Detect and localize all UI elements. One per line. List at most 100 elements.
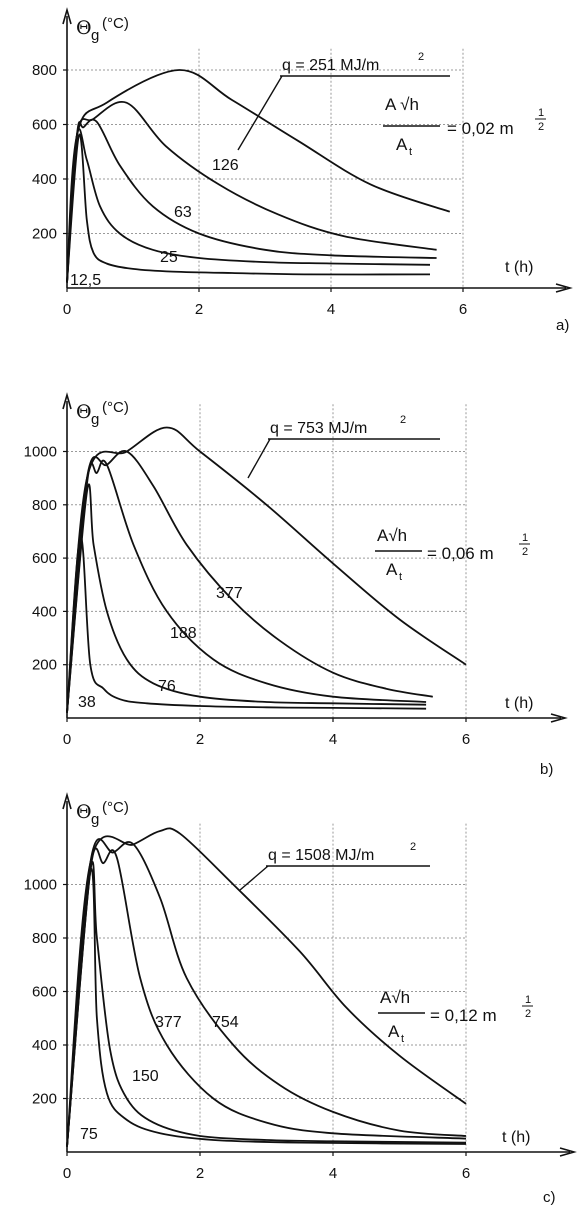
panel-b: 0 2 4 6 200 400 600 800 1000 Θ g (°C) t (h) b) q…: [24, 392, 568, 778]
panel-b-grid: [67, 404, 467, 718]
panel-b-curve-label-3: 76: [158, 678, 176, 695]
panel-b-curve-label-2: 188: [170, 625, 197, 642]
panel-b-y-tick-label-3: 800: [32, 497, 57, 514]
panel-b-series-38: [66, 535, 427, 713]
panel-c-q-exponent: 2: [410, 841, 416, 853]
panel-a-curve-label-4: 12,5: [70, 272, 101, 289]
panel-a-ratio-value: = 0,02 m: [447, 119, 514, 138]
panel-b-x-tick-label-0: 0: [63, 731, 71, 748]
panel-c-curve-label-1: 377: [155, 1014, 182, 1031]
panel-a: 0 2 4 6 200 400 600 800 Θ g (°C) t (h) a) q = 2…: [32, 7, 573, 334]
panel-c-ratio-value: = 0,12 m: [430, 1006, 497, 1025]
panel-b-ratio-exp-num: 1: [522, 532, 528, 544]
panel-a-series-126: [66, 100, 437, 283]
panel-b-y-symbol: Θ: [76, 401, 92, 423]
panel-c-q-leader: [239, 865, 269, 891]
panel-b-series-188: [66, 459, 427, 713]
panel-a-y-tick-label-0: 200: [32, 226, 57, 243]
panel-c-x-tick-label-3: 6: [462, 1165, 470, 1182]
panel-a-id: a): [556, 317, 569, 334]
panel-b-ratio-num: A√h: [377, 526, 407, 545]
panel-a-curve-label-1: 126: [212, 157, 239, 174]
panel-c-ratio-exp-den: 2: [525, 1008, 531, 1020]
panel-c-ratio-exp-num: 1: [525, 994, 531, 1006]
panel-a-x-tick-label-1: 2: [195, 301, 203, 318]
panel-b-x-tick-label-3: 6: [462, 731, 470, 748]
panel-a-y-subscript: g: [91, 27, 99, 44]
panel-c-x-tick-label-2: 4: [329, 1165, 337, 1182]
panel-a-y-arrow: [62, 7, 72, 25]
panel-a-y-unit: (°C): [102, 15, 129, 32]
panel-c-x-label: t (h): [502, 1129, 530, 1146]
panel-a-series: [66, 69, 451, 283]
panel-c-y-tick-label-4: 1000: [24, 877, 57, 894]
panel-a-x-tick-label-0: 0: [63, 301, 71, 318]
panel-b-y-tick-label-4: 1000: [24, 444, 57, 461]
panel-c-y-unit: (°C): [102, 799, 129, 816]
panel-b-curve-label-1: 377: [216, 585, 243, 602]
panel-a-x-label: t (h): [505, 259, 533, 276]
panel-c-x-tick-label-0: 0: [63, 1165, 71, 1182]
panel-a-q-leader: [237, 75, 283, 151]
panel-a-q-annotation: q = 251 MJ/m: [282, 57, 379, 74]
panel-c-curve-label-3: 150: [132, 1068, 159, 1085]
panel-a-y-tick-label-3: 800: [32, 62, 57, 79]
panel-b-y-arrow: [62, 392, 72, 410]
panel-b-q-annotation: q = 753 MJ/m: [270, 420, 367, 437]
panel-b-ratio-den-sub: t: [399, 571, 402, 583]
panel-a-x-tick-label-2: 4: [327, 301, 335, 318]
panel-b-x-arrow: [550, 713, 568, 723]
panel-a-series-12,5: [66, 133, 431, 283]
panel-a-ratio-exp-den: 2: [538, 121, 544, 133]
panel-c-y-tick-label-3: 800: [32, 930, 57, 947]
panel-c-y-tick-label-0: 200: [32, 1091, 57, 1108]
panel-c-y-arrow: [62, 792, 72, 810]
panel-b-ratio-exp-den: 2: [522, 546, 528, 558]
panel-b-series-76: [66, 483, 427, 713]
panel-b-y-subscript: g: [91, 411, 99, 428]
panel-b-y-unit: (°C): [102, 399, 129, 416]
panel-a-curve-label-2: 63: [174, 204, 192, 221]
panel-c-x-tick-label-1: 2: [196, 1165, 204, 1182]
panel-a-series-25: [66, 128, 431, 283]
panel-b-series-753: [66, 426, 467, 713]
panel-a-ratio-den: A: [396, 135, 408, 154]
panel-a-series-63: [66, 118, 437, 283]
panel-a-y-tick-label-1: 400: [32, 171, 57, 188]
panel-b-curve-label-4: 38: [78, 694, 96, 711]
panel-a-y-symbol: Θ: [76, 17, 92, 39]
panel-b-x-tick-label-2: 4: [329, 731, 337, 748]
panel-a-x-arrow: [555, 283, 573, 293]
panel-a-y-tick-label-2: 600: [32, 117, 57, 134]
panel-c-curve-label-2: 754: [212, 1014, 239, 1031]
panel-b-q-exponent: 2: [400, 414, 406, 426]
panel-c-x-arrow: [559, 1147, 577, 1157]
panel-c-series-75: [66, 867, 467, 1147]
panel-c-y-tick-label-1: 400: [32, 1037, 57, 1054]
panel-b-y-tick-label-0: 200: [32, 657, 57, 674]
panel-b-x-label: t (h): [505, 695, 533, 712]
panel-c-grid: [67, 823, 467, 1152]
panel-b-y-tick-label-2: 600: [32, 550, 57, 567]
panel-a-curve-label-3: 25: [160, 249, 178, 266]
panel-c-axes: 0 2 4 6 200 400 600 800 1000: [24, 792, 577, 1182]
panel-b-q-leader: [247, 438, 271, 479]
panel-c-ratio-den: A: [388, 1022, 400, 1041]
panel-c-curve-label-4: 75: [80, 1126, 98, 1143]
panel-b-ratio-den: A: [386, 560, 398, 579]
panel-c-series: [66, 827, 467, 1147]
panel-a-axes: 0 2 4 6 200 400 600 800: [32, 7, 573, 318]
panel-c: 0 2 4 6 200 400 600 800 1000 Θ g (°C) t (h) c) q…: [24, 792, 577, 1206]
panel-b-x-tick-label-1: 2: [196, 731, 204, 748]
panel-b-id: b): [540, 761, 553, 778]
panel-c-y-tick-label-2: 600: [32, 984, 57, 1001]
panel-a-x-tick-label-3: 6: [459, 301, 467, 318]
panel-b-ratio-value: = 0,06 m: [427, 544, 494, 563]
panel-b-y-tick-label-1: 400: [32, 603, 57, 620]
panel-a-ratio-num: A √h: [385, 95, 419, 114]
panel-c-y-symbol: Θ: [76, 801, 92, 823]
panel-b-series: [66, 426, 467, 713]
panel-a-ratio-den-sub: t: [409, 146, 412, 158]
panel-c-series-754: [66, 838, 467, 1147]
